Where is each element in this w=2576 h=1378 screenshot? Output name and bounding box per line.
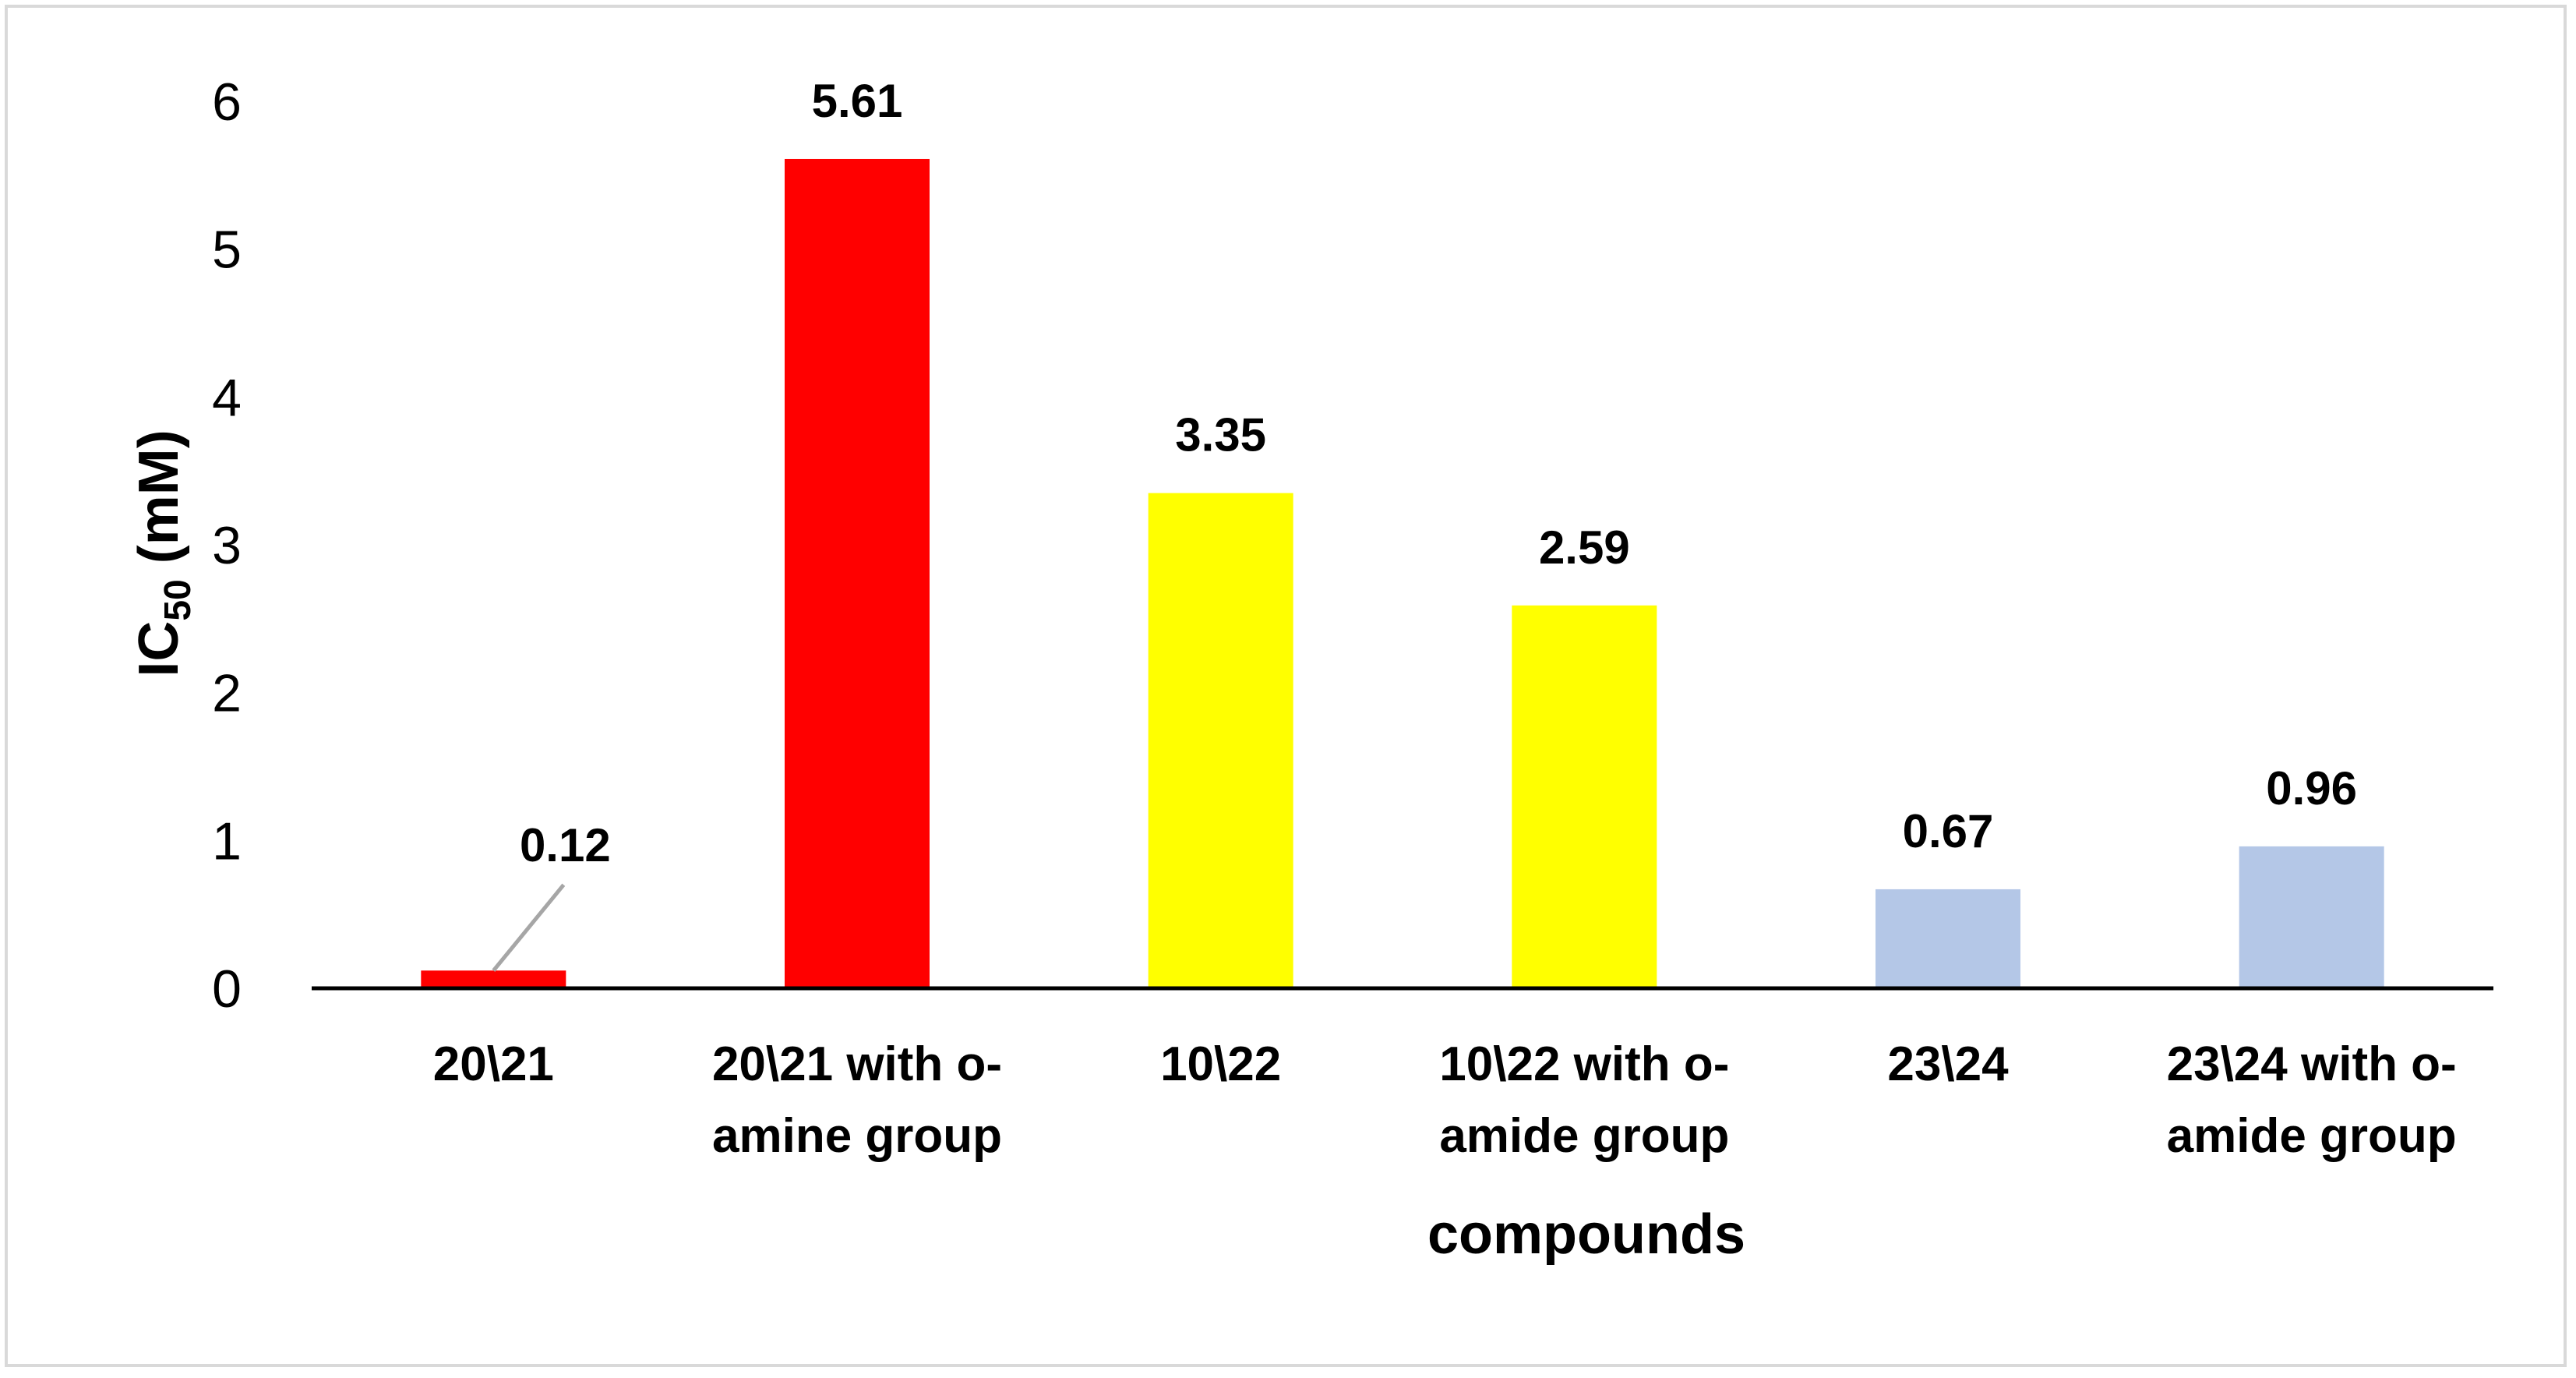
y-tick-label: 2 bbox=[212, 664, 242, 723]
x-axis-category-labels: 20\21 20\21 with o-amine group 10\22 10\22 … bbox=[433, 1037, 2457, 1163]
y-tick-label: 3 bbox=[212, 516, 242, 575]
y-tick-label: 1 bbox=[212, 811, 242, 871]
x-tick-label: 23\24 with o-amide group bbox=[2167, 1037, 2457, 1163]
bar bbox=[1512, 605, 1657, 988]
y-axis-ticks: 0 1 2 3 4 5 6 bbox=[212, 72, 242, 1019]
data-label: 0.96 bbox=[2266, 762, 2357, 814]
bar bbox=[1876, 889, 2020, 988]
bar bbox=[2239, 846, 2384, 988]
bar bbox=[1148, 493, 1293, 988]
x-axis-title: compounds bbox=[1427, 1203, 1745, 1266]
x-tick-label: 23\24 bbox=[1887, 1037, 2009, 1091]
data-label: 0.67 bbox=[1903, 805, 1994, 857]
bars bbox=[421, 158, 2384, 989]
leader-line bbox=[492, 883, 566, 972]
bar bbox=[785, 158, 930, 989]
x-tick-label: 20\21 with o-amine group bbox=[712, 1037, 1002, 1163]
data-labels: 0.12 5.61 3.35 2.59 0.67 0.96 bbox=[520, 75, 2357, 871]
leader-lines bbox=[492, 883, 566, 972]
y-tick-label: 5 bbox=[212, 221, 242, 280]
bar bbox=[421, 970, 566, 988]
y-axis-title-subscript: 50 bbox=[157, 579, 199, 620]
x-tick-label: 20\21 bbox=[433, 1037, 554, 1091]
data-label: 0.12 bbox=[520, 819, 611, 871]
y-tick-label: 0 bbox=[212, 959, 242, 1019]
y-axis-title-main: IC bbox=[128, 621, 190, 677]
y-tick-label: 4 bbox=[212, 368, 242, 427]
x-tick-label: 10\22 with o-amide group bbox=[1439, 1037, 1729, 1163]
x-tick-label: 10\22 bbox=[1160, 1037, 1281, 1091]
data-label: 2.59 bbox=[1539, 521, 1630, 574]
data-label: 3.35 bbox=[1175, 409, 1266, 461]
data-label: 5.61 bbox=[812, 75, 903, 127]
y-axis-title-unit: (mM) bbox=[128, 429, 190, 579]
y-axis-title: IC50 (mM) bbox=[128, 429, 199, 677]
y-tick-label: 6 bbox=[212, 72, 242, 132]
